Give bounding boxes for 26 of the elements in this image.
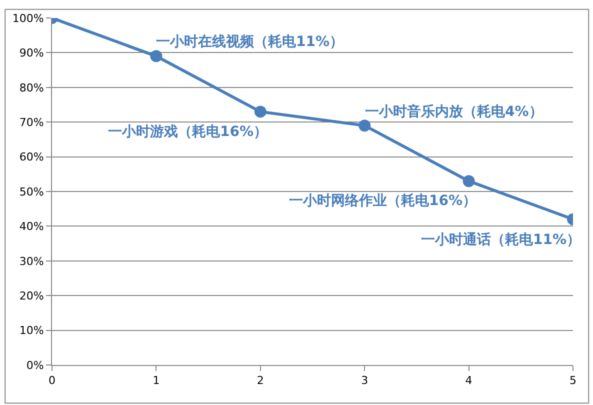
y-tick-label: 90%	[19, 46, 44, 60]
x-tick-label: 5	[570, 374, 576, 388]
y-tick-label: 20%	[19, 289, 44, 302]
y-tick-label: 40%	[19, 220, 44, 234]
x-tick-label: 3	[361, 374, 368, 388]
x-tick-label: 1	[152, 374, 160, 388]
y-tick-label: 70%	[19, 116, 44, 129]
annotation: 一小时音乐内放（耗电4%）	[365, 103, 543, 120]
y-tick-label: 0%	[26, 358, 44, 372]
annotation: 一小时游戏（耗电16%）	[108, 124, 268, 140]
y-tick-label: 30%	[19, 254, 44, 268]
y-tick-label: 80%	[19, 81, 44, 94]
point	[462, 175, 475, 188]
point	[150, 50, 162, 62]
annotation: 一小时在线视频（耗电11%）	[156, 33, 344, 50]
x-tick-label: 0	[48, 374, 56, 388]
annotation: 一小时通话（耗电11%）	[421, 231, 581, 248]
y-tick-label: 100%	[12, 12, 44, 25]
x-tick-label: 2	[256, 374, 264, 388]
y-tick-label: 60%	[19, 150, 44, 164]
point	[358, 120, 371, 132]
y-tick-label: 10%	[19, 324, 44, 338]
annotation: 一小时网络作业（耗电16%）	[289, 193, 477, 209]
y-tick-label: 50%	[19, 185, 44, 198]
x-tick-label: 4	[465, 374, 472, 388]
point	[254, 106, 266, 118]
